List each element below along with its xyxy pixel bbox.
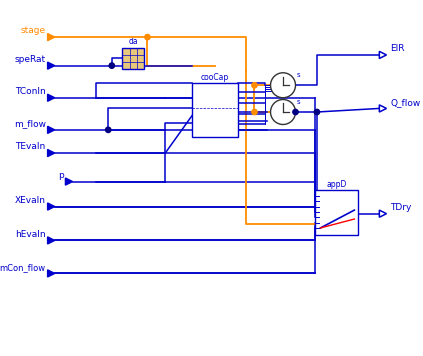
Bar (192, 83, 239, 137)
Bar (123, 48, 144, 69)
Text: s: s (297, 99, 300, 105)
Text: Q_flow: Q_flow (390, 98, 420, 107)
Polygon shape (47, 94, 55, 101)
Polygon shape (379, 51, 387, 58)
Polygon shape (47, 126, 55, 134)
Text: s: s (297, 72, 300, 78)
Polygon shape (47, 203, 55, 210)
Circle shape (252, 83, 257, 88)
Text: TConIn: TConIn (15, 87, 46, 96)
Circle shape (271, 100, 296, 125)
Circle shape (109, 63, 115, 68)
Circle shape (145, 35, 150, 40)
Text: XEvaIn: XEvaIn (15, 196, 46, 205)
Polygon shape (379, 105, 387, 112)
Circle shape (293, 109, 298, 115)
Bar (315, 190, 358, 235)
Text: f(T,...: f(T,... (195, 106, 214, 115)
Polygon shape (66, 178, 73, 185)
Text: stage: stage (21, 26, 46, 35)
Text: cooCap: cooCap (201, 73, 229, 82)
Circle shape (271, 73, 296, 98)
Circle shape (252, 109, 257, 115)
Text: TEvaIn: TEvaIn (16, 142, 46, 151)
Polygon shape (47, 33, 55, 41)
Text: speRat: speRat (15, 55, 46, 64)
Text: p: p (58, 171, 63, 180)
Polygon shape (47, 62, 55, 69)
Text: hEvaIn: hEvaIn (15, 230, 46, 239)
Polygon shape (47, 237, 55, 244)
Text: TDry: TDry (390, 203, 412, 212)
Text: mCon_flow: mCon_flow (0, 263, 46, 272)
Text: EIR: EIR (390, 44, 404, 53)
Text: da: da (129, 37, 138, 46)
Text: m_flow: m_flow (14, 119, 46, 128)
Polygon shape (379, 210, 387, 217)
Polygon shape (47, 150, 55, 157)
Circle shape (314, 109, 320, 115)
Polygon shape (47, 270, 55, 277)
Text: appD: appD (326, 180, 347, 189)
Circle shape (106, 127, 111, 132)
